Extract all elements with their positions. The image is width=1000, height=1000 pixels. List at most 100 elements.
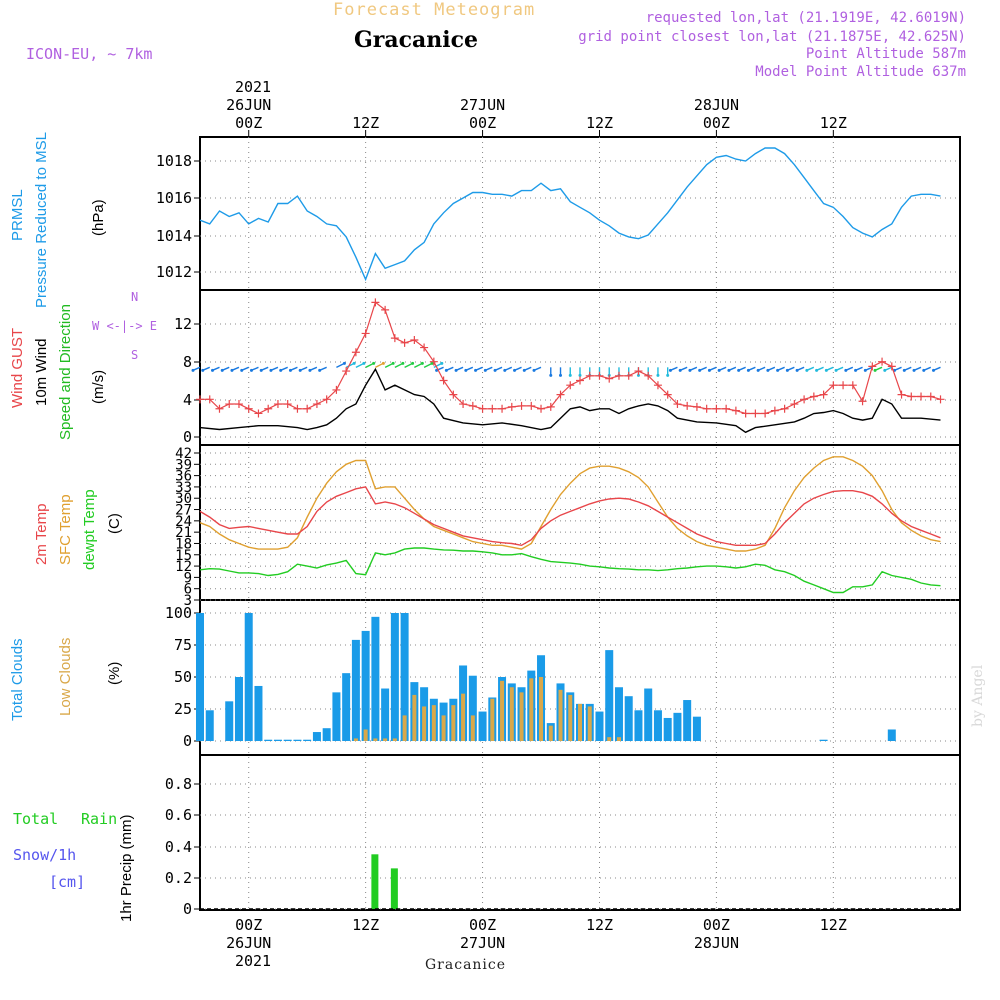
wind-arrow-head: [230, 368, 234, 372]
low-cloud-bar: [412, 694, 417, 741]
wind-arrow-head: [493, 368, 497, 372]
gust-marker: [644, 371, 653, 380]
gust-marker: [819, 390, 828, 399]
gust-marker: [234, 400, 243, 409]
gust-marker: [566, 381, 575, 390]
low-cloud-bar: [422, 706, 427, 741]
wind-arrow-head: [259, 368, 263, 372]
temp-tick-label: 18: [175, 536, 192, 552]
wind-arrow-head: [503, 368, 507, 372]
gust-marker: [741, 409, 750, 418]
gust-marker: [595, 371, 604, 380]
total-cloud-bar: [819, 739, 828, 741]
temp-tick-label: 27: [175, 503, 192, 519]
wind-arrow-head: [454, 368, 458, 372]
temp-tick-label: 21: [175, 525, 192, 541]
total-cloud-bar: [887, 729, 896, 741]
temp-unit: (C): [106, 513, 123, 534]
wind-arrow-head: [474, 368, 478, 372]
wind-speed-dir-label: Speed and Direction: [57, 304, 74, 440]
wind-arrow-head: [568, 373, 572, 377]
total-cloud-bar: [624, 696, 633, 741]
low-cloud-bar: [529, 678, 534, 741]
top-hour-label: 00Z: [469, 114, 496, 132]
wind-arrow-head: [464, 368, 468, 372]
pressure-tick-label: 1014: [156, 227, 192, 245]
gust-marker: [205, 395, 214, 404]
total-cloud-bar: [196, 613, 204, 741]
low-cloud-bar: [431, 705, 436, 741]
pressure-tick-label: 1018: [156, 152, 192, 170]
wind-tick-label: 0: [183, 428, 192, 446]
total-cloud-bar: [322, 728, 331, 741]
gust-marker: [478, 404, 487, 413]
bottom-hour-label: 00Z: [235, 916, 262, 934]
precip-tick-label: 0.4: [165, 838, 192, 856]
gridpoint-coords: grid point closest lon,lat (21.1875E, 42…: [578, 29, 966, 45]
gust-marker: [244, 404, 253, 413]
precip-tick-label: 0.2: [165, 869, 192, 887]
bottom-year-label: 2021: [235, 952, 271, 970]
gust-marker: [546, 402, 555, 411]
total-cloud-bar: [293, 739, 302, 741]
gust-marker: [634, 367, 643, 376]
gust-marker: [468, 401, 477, 410]
gust-marker: [507, 402, 516, 411]
wind-arrow-head: [717, 368, 721, 372]
temp-tick-label: 39: [175, 457, 192, 473]
gust-marker: [936, 395, 945, 404]
rain-bar: [390, 868, 398, 909]
gust-marker: [293, 404, 302, 413]
total-cloud-bar: [644, 688, 653, 741]
low-cloud-bar: [587, 706, 592, 741]
top-hour-label: 12Z: [586, 114, 613, 132]
pressure-label-2: Pressure Reduced to MSL: [33, 132, 50, 308]
top-hour-label: 12Z: [352, 114, 379, 132]
total-cloud-bar: [234, 677, 243, 741]
low-cloud-bar: [470, 715, 475, 741]
rain-label-total: Total: [13, 810, 59, 828]
low-cloud-bar: [616, 737, 621, 741]
clouds-tick-label: 100: [165, 604, 192, 622]
gust-marker: [614, 371, 623, 380]
panel-frame-pressure: [199, 136, 961, 291]
gust-marker: [663, 390, 672, 399]
wind-gust-label: Wind GUST: [9, 327, 26, 408]
low-cloud-bar: [461, 693, 466, 741]
wind-arrow-head: [522, 368, 526, 372]
sfc-temp-line: [199, 456, 941, 552]
wind-arrow-head: [513, 368, 517, 372]
gust-marker: [907, 392, 916, 401]
gust-marker: [332, 385, 341, 394]
wind-tick-label: 8: [183, 353, 192, 371]
wind-arrow-head: [191, 368, 195, 372]
total-cloud-bar: [303, 739, 312, 741]
wind-arrow-head: [240, 368, 244, 372]
total-cloud-bar: [361, 630, 370, 741]
gust-marker: [800, 395, 809, 404]
wind-arrow-head: [372, 361, 376, 365]
gust-marker: [751, 409, 760, 418]
rain-label-rain: Rain: [81, 810, 118, 828]
prmsl-line: [199, 147, 941, 282]
bottom-hour-label: 12Z: [586, 916, 613, 934]
wind-arrow-head: [559, 373, 563, 377]
wind-arrow-head: [727, 368, 731, 372]
wind-arrow-head: [288, 368, 292, 372]
total-cloud-bar: [400, 613, 409, 741]
top-date-label: 27JUN: [460, 96, 505, 114]
temp2m-line: [199, 486, 941, 547]
requested-coords: requested lon,lat (21.1919E, 42.6019N): [645, 10, 966, 26]
temp-tick-label: 6: [184, 582, 192, 598]
wind-arrow-head: [362, 361, 366, 365]
precip-tick-label: 0: [183, 900, 192, 918]
wind-arrow-head: [636, 373, 640, 377]
wind-arrow-head: [873, 368, 877, 372]
gust-marker: [283, 400, 292, 409]
wind-arrow-head: [688, 368, 692, 372]
gust-marker: [312, 400, 321, 409]
pressure-tick-label: 1016: [156, 189, 192, 207]
gust-marker: [761, 409, 770, 418]
total-cloud-bar: [673, 712, 682, 741]
low-cloud-bar: [539, 677, 544, 741]
